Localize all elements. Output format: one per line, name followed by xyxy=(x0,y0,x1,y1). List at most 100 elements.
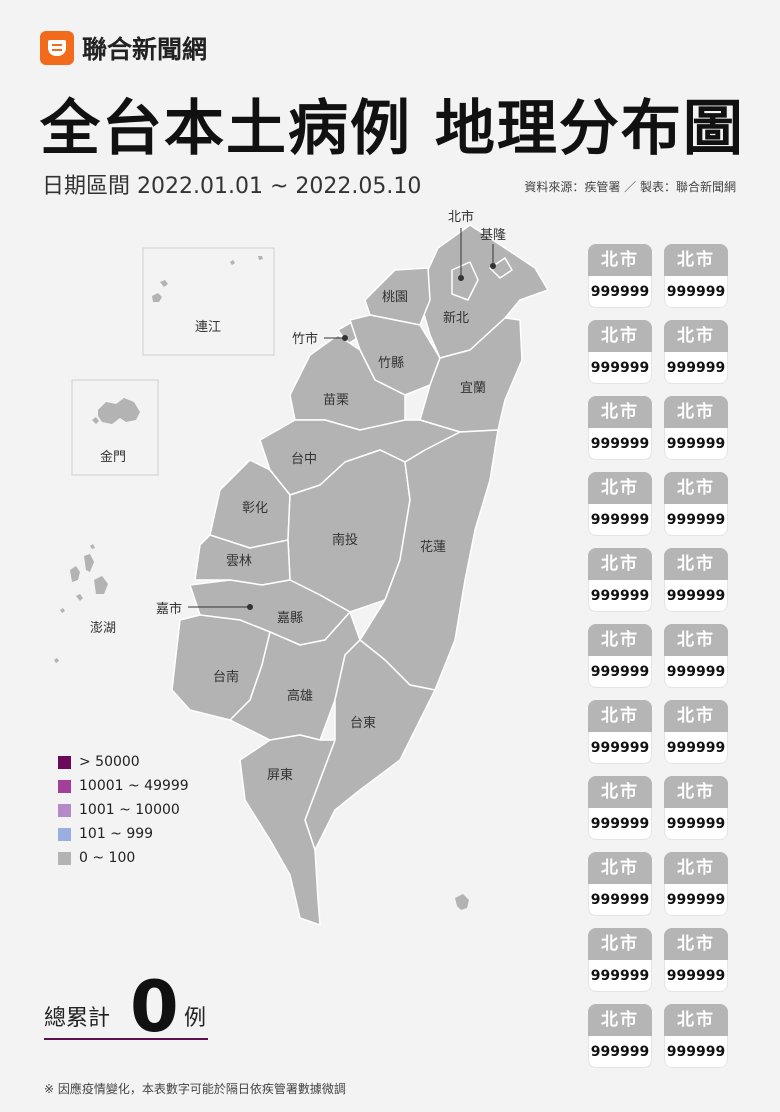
label-miaoli: 苗栗 xyxy=(323,393,349,408)
city-card: 北市 999999 xyxy=(588,928,652,992)
label-chiayi-county: 嘉縣 xyxy=(277,611,303,626)
city-card-value: 999999 xyxy=(666,588,726,604)
label-lienchiang: 連江 xyxy=(195,320,221,335)
legend-label: 101 ~ 999 xyxy=(79,826,154,842)
legend-label: > 50000 xyxy=(79,754,140,770)
city-card-value: 999999 xyxy=(666,360,726,376)
city-card-value: 999999 xyxy=(666,436,726,452)
city-card-value: 999999 xyxy=(666,1044,726,1060)
label-taipei: 北市 xyxy=(448,209,474,225)
inset-frame-kinmen xyxy=(71,379,159,476)
label-hsinchu-county: 竹縣 xyxy=(378,356,404,371)
legend-item: 101 ~ 999 xyxy=(58,822,189,846)
city-card-name: 北市 xyxy=(588,852,652,884)
label-chiayi-city: 嘉市 xyxy=(156,601,182,617)
page-title: 全台本土病例 地理分布圖 xyxy=(40,94,745,164)
legend: > 50000 10001 ~ 49999 1001 ~ 10000 101 ~ 99… xyxy=(58,750,189,870)
dot-chiayi-city xyxy=(247,604,253,610)
city-card: 北市 999999 xyxy=(588,700,652,764)
city-card-name: 北市 xyxy=(588,776,652,808)
region-ludao xyxy=(455,894,469,910)
legend-swatch xyxy=(58,779,71,793)
city-card-value: 999999 xyxy=(666,816,726,832)
dot-taipei xyxy=(458,275,464,281)
city-card-value: 999999 xyxy=(666,740,726,756)
city-card-value: 999999 xyxy=(666,512,726,528)
label-nantou: 南投 xyxy=(332,532,358,548)
city-card-value: 999999 xyxy=(590,892,650,908)
city-card: 北市 999999 xyxy=(588,1004,652,1068)
legend-item: > 50000 xyxy=(58,750,189,774)
city-card-value: 999999 xyxy=(590,968,650,984)
city-cards-grid: 北市 999999 北市 999999 北市 999999 北市 999999 北市 999999… xyxy=(588,244,730,1068)
region-yilan xyxy=(419,317,523,433)
city-card-value: 999999 xyxy=(666,892,726,908)
label-changhua: 彰化 xyxy=(242,500,268,516)
label-hsinchu-city: 竹市 xyxy=(292,331,318,347)
city-card-value: 999999 xyxy=(666,968,726,984)
total-number: 0 xyxy=(130,966,179,1048)
label-new-taipei: 新北 xyxy=(443,310,469,326)
udn-logo-icon xyxy=(40,31,74,65)
city-card-name: 北市 xyxy=(588,396,652,428)
city-card: 北市 999999 xyxy=(664,928,728,992)
city-card-name: 北市 xyxy=(588,928,652,960)
region-keelung xyxy=(489,257,513,279)
legend-item: 1001 ~ 10000 xyxy=(58,798,189,822)
footnote: ※ 因應疫情變化，本表數字可能於隔日依疾管署數據微調 xyxy=(44,1082,346,1096)
label-pingtung: 屏東 xyxy=(267,767,293,783)
city-card-value: 999999 xyxy=(590,436,650,452)
city-card-name: 北市 xyxy=(588,320,652,352)
city-card-name: 北市 xyxy=(664,472,728,504)
label-kinmen: 金門 xyxy=(100,449,126,465)
city-card-name: 北市 xyxy=(664,244,728,276)
dot-keelung xyxy=(490,263,496,269)
date-range: 日期區間 2022.01.01 ~ 2022.05.10 xyxy=(42,174,422,199)
city-card: 北市 999999 xyxy=(664,472,728,536)
label-yunlin: 雲林 xyxy=(226,554,252,569)
legend-label: 10001 ~ 49999 xyxy=(79,778,189,794)
city-card-value: 999999 xyxy=(666,664,726,680)
dot-hsinchu-city xyxy=(342,335,348,341)
city-card: 北市 999999 xyxy=(588,396,652,460)
city-card-name: 北市 xyxy=(588,244,652,276)
inset-frame-lienchiang xyxy=(142,247,275,356)
total-count: 總累計 0 例 xyxy=(44,958,208,1048)
city-card: 北市 999999 xyxy=(664,548,728,612)
region-penghu xyxy=(54,544,108,663)
city-card-name: 北市 xyxy=(664,700,728,732)
label-penghu: 澎湖 xyxy=(90,621,116,636)
label-taoyuan: 桃園 xyxy=(382,290,408,305)
city-card-name: 北市 xyxy=(664,624,728,656)
city-card-name: 北市 xyxy=(588,700,652,732)
city-card: 北市 999999 xyxy=(664,320,728,384)
legend-swatch xyxy=(58,755,71,769)
region-pingtung xyxy=(239,734,336,926)
total-unit: 例 xyxy=(184,1006,207,1031)
city-card-value: 999999 xyxy=(590,664,650,680)
source-credit: 資料來源：疾管署 ／ 製表：聯合新聞網 xyxy=(524,180,736,194)
city-card-value: 999999 xyxy=(590,740,650,756)
legend-label: 1001 ~ 10000 xyxy=(79,802,180,818)
city-card: 北市 999999 xyxy=(588,472,652,536)
city-card: 北市 999999 xyxy=(664,244,728,308)
city-card-name: 北市 xyxy=(664,396,728,428)
city-card-value: 999999 xyxy=(590,816,650,832)
city-card: 北市 999999 xyxy=(588,624,652,688)
taiwan-map: 連江 金門 澎湖 北市 基隆 桃園 新北 xyxy=(54,209,549,926)
city-card-name: 北市 xyxy=(588,548,652,580)
city-card: 北市 999999 xyxy=(664,776,728,840)
city-card-name: 北市 xyxy=(588,624,652,656)
city-card-name: 北市 xyxy=(588,472,652,504)
legend-swatch xyxy=(58,827,71,841)
city-card-value: 999999 xyxy=(590,588,650,604)
city-card: 北市 999999 xyxy=(664,852,728,916)
legend-item: 10001 ~ 49999 xyxy=(58,774,189,798)
label-taichung: 台中 xyxy=(291,452,317,467)
city-card-value: 999999 xyxy=(666,284,726,300)
city-card-name: 北市 xyxy=(664,928,728,960)
city-card-value: 999999 xyxy=(590,360,650,376)
legend-label: 0 ~ 100 xyxy=(79,850,136,866)
city-card-value: 999999 xyxy=(590,1044,650,1060)
total-label: 總累計 xyxy=(44,1006,111,1031)
